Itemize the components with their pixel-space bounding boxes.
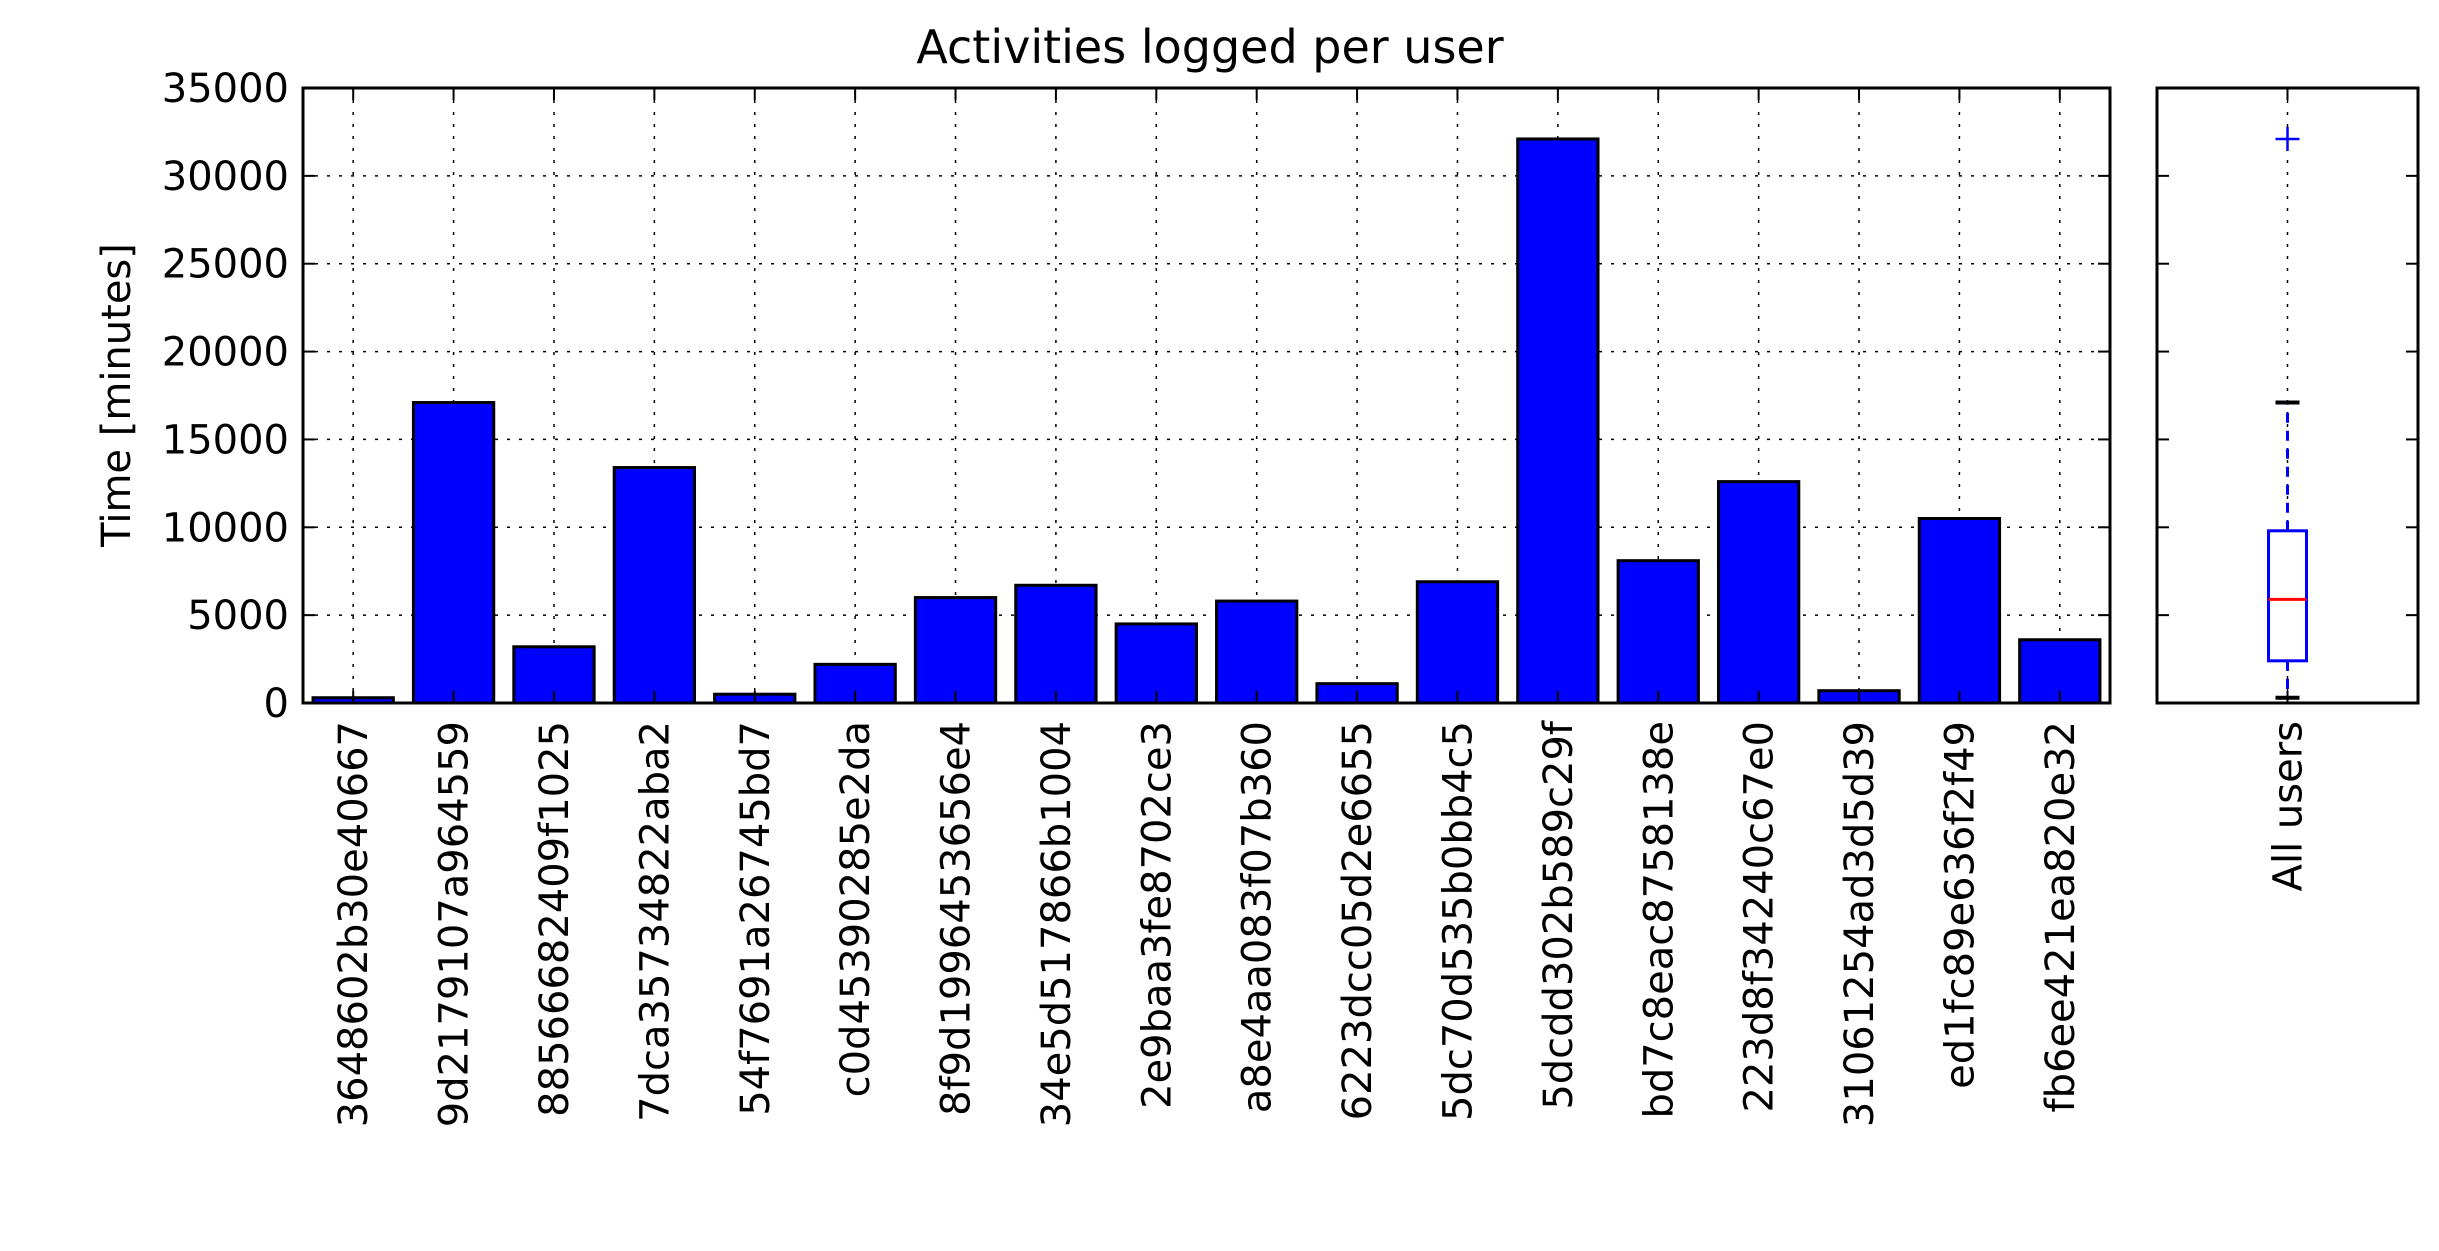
bar <box>1917 517 2002 705</box>
y-axis-ticks: 0 5000 10000 15000 20000 25000 30000 35000 <box>162 66 2418 727</box>
x-axis-ticks: 3648602b30e40667 9d2179107a964559 88566682… <box>331 88 2084 1127</box>
x-tick-label: ed1fc89e636f2f49 <box>1937 721 1983 1089</box>
bar-plot-grid <box>303 87 2110 704</box>
iqr-box <box>2267 529 2308 663</box>
x-tick-label: c0d45390285e2da <box>833 721 879 1097</box>
box-x-tick-label: All users <box>2266 721 2312 891</box>
x-tick-label: 5dcdd302b589c29f <box>1536 720 1582 1110</box>
bar <box>913 596 998 705</box>
y-tick-label: 0 <box>264 681 289 727</box>
x-tick-label: fb6ee421ea820e32 <box>2038 721 2084 1112</box>
x-tick-label: 3648602b30e40667 <box>331 721 377 1127</box>
bar <box>1415 580 1500 705</box>
bar <box>1716 480 1801 705</box>
x-tick-label: 5dc70d535b0bb4c5 <box>1435 721 1481 1121</box>
x-tick-label: bd7c8eac8758138e <box>1636 721 1682 1119</box>
x-tick-label: 9d2179107a964559 <box>432 721 478 1127</box>
x-tick-label: a8e4aa083f07b360 <box>1235 721 1281 1113</box>
y-tick-label: 10000 <box>162 505 289 551</box>
y-tick-label: 15000 <box>162 417 289 463</box>
x-tick-label: 31061254ad3d5d39 <box>1837 721 1883 1127</box>
y-tick-label: 5000 <box>187 593 289 639</box>
box-plot-x-ticks: All users <box>2266 88 2312 891</box>
box-plot <box>2267 126 2308 700</box>
x-tick-label: 8f9d1996453656e4 <box>934 721 980 1116</box>
bar <box>1215 599 1299 705</box>
bar <box>1114 622 1198 705</box>
bar-plot-frame <box>301 86 2112 705</box>
x-tick-label: 54f7691a26745bd7 <box>733 721 779 1116</box>
box-plot-frame <box>2155 86 2420 705</box>
bar <box>612 466 697 705</box>
y-tick-label: 20000 <box>162 330 289 376</box>
y-tick-label: 30000 <box>162 154 289 200</box>
y-axis-label: Time [minutes] <box>94 243 140 548</box>
bar <box>1014 583 1098 705</box>
x-tick-label: 223d8f34240c67e0 <box>1737 721 1783 1112</box>
x-tick-label: 88566682409f1025 <box>532 721 578 1117</box>
x-tick-label: 34e5d517866b1004 <box>1034 721 1080 1127</box>
x-tick-label: 7dca35734822aba2 <box>632 721 678 1122</box>
bar <box>1616 559 1700 705</box>
y-tick-label: 25000 <box>162 242 289 288</box>
x-tick-label: 6223dcc05d2e6655 <box>1335 721 1381 1120</box>
bar-series <box>311 137 2102 705</box>
bar <box>1516 137 1600 705</box>
chart-title: Activities logged per user <box>916 20 1503 74</box>
y-tick-label: 35000 <box>162 66 289 112</box>
x-tick-label: 2e9baa3fe8702ce3 <box>1134 721 1180 1109</box>
bar <box>411 401 496 705</box>
